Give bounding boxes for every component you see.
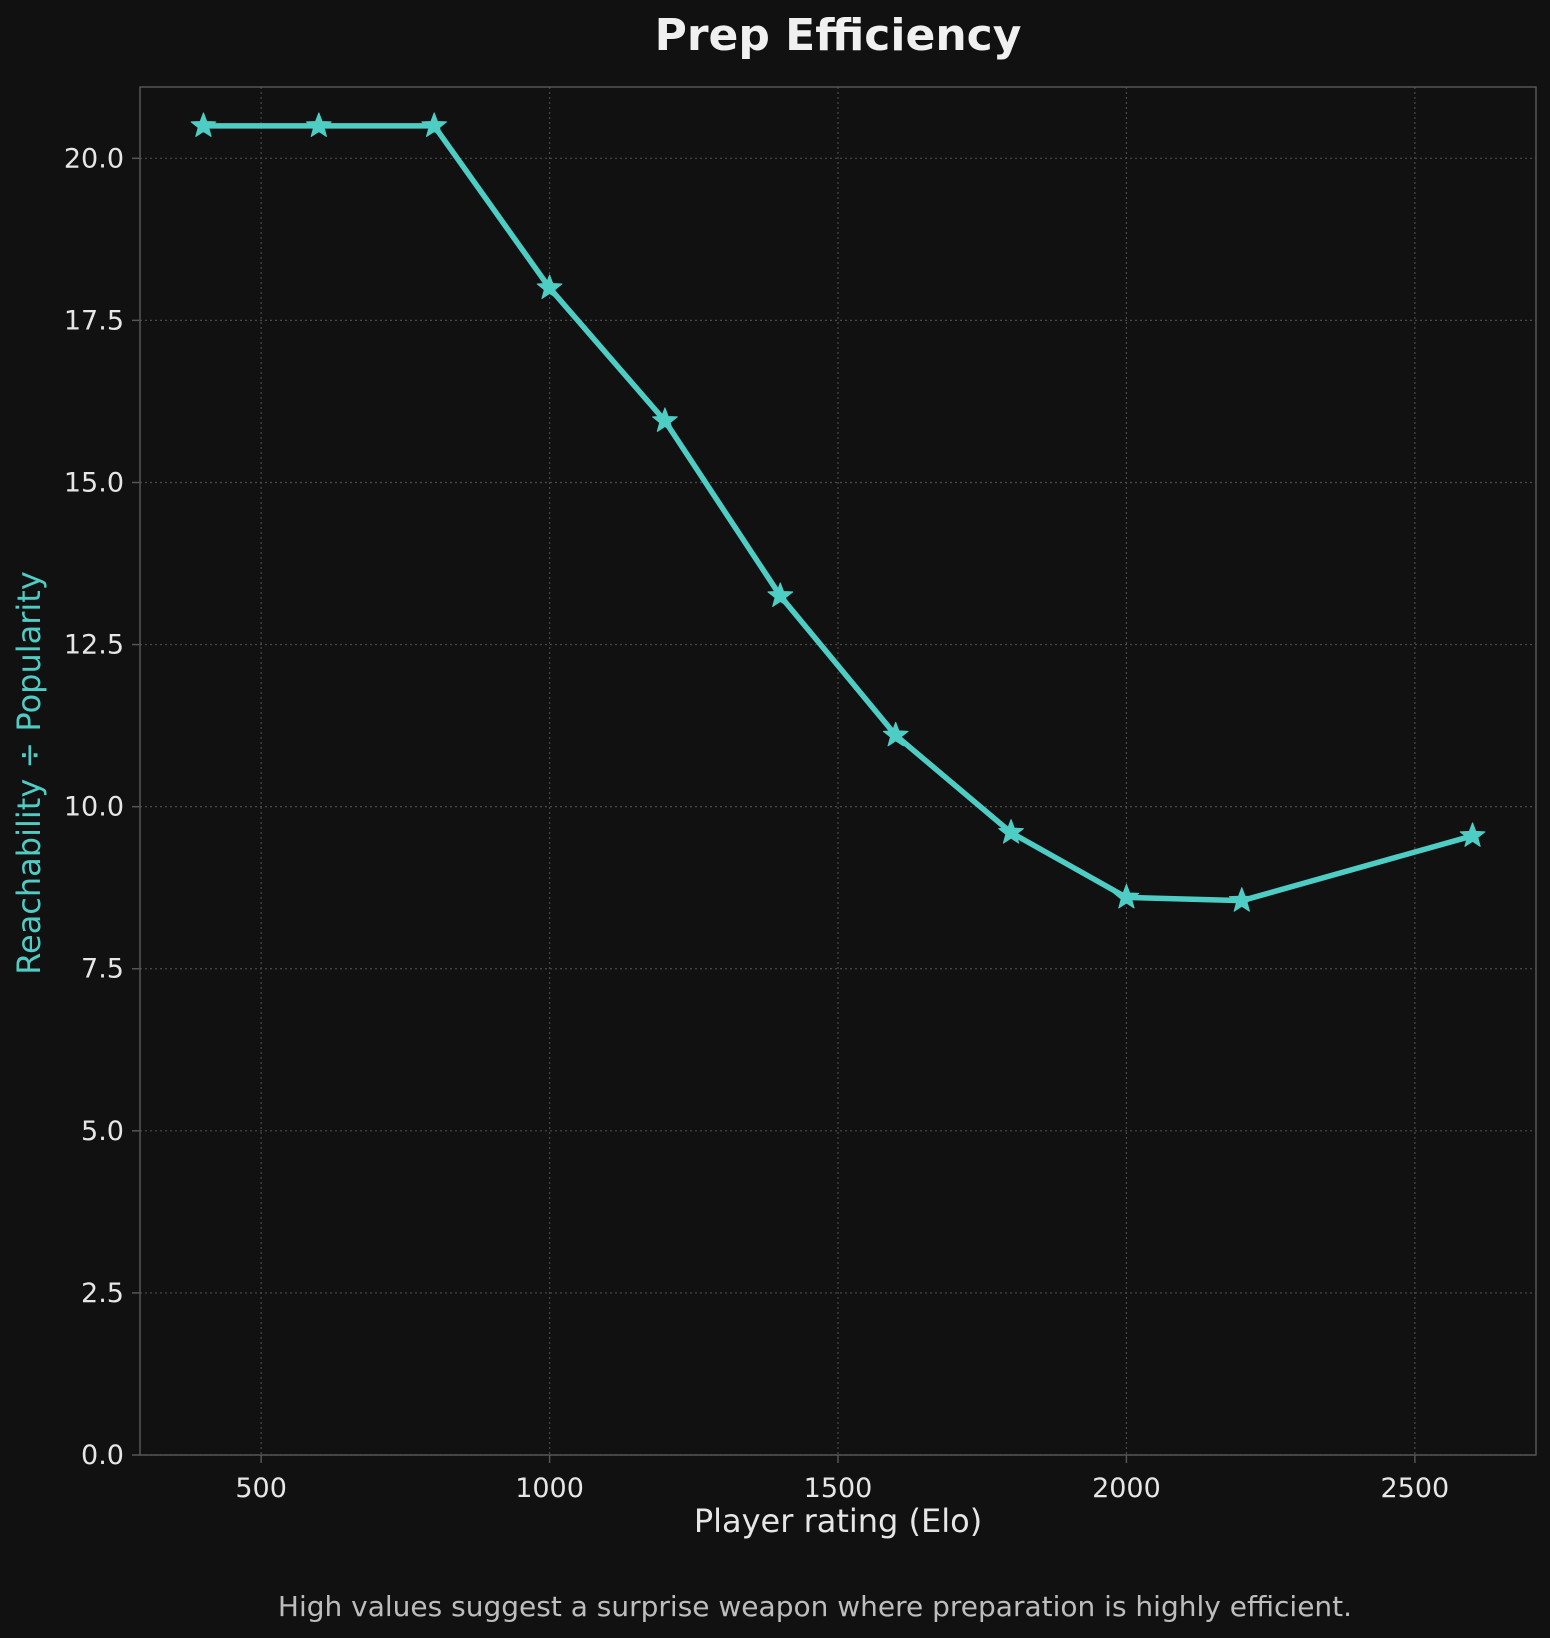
data-point-marker [536,274,563,299]
data-point-marker [421,112,448,137]
x-tick-label: 2500 [1381,1473,1450,1504]
x-tick-label: 1000 [515,1473,584,1504]
data-point-marker [1113,883,1140,909]
y-tick-label: 10.0 [64,792,124,823]
x-axis-label: Player rating (Elo) [694,1502,982,1540]
data-point-marker [305,112,332,137]
x-tick-label: 500 [235,1473,287,1504]
grid-lines [140,87,1536,1456]
y-tick-label: 17.5 [64,305,124,336]
y-axis-label: Reachability ÷ Popularity [10,571,48,975]
y-tick-label: 12.5 [64,630,124,661]
series-layer [190,112,1486,912]
x-tick-label: 2000 [1092,1473,1161,1504]
axis-ticks: 500 1000 1500 2000 2500 0.0 2.5 5.0 7.5 10.0 12.5 1… [64,143,1449,1504]
y-tick-label: 2.5 [81,1278,124,1309]
y-tick-label: 20.0 [64,143,124,174]
y-tick-label: 15.0 [64,467,124,498]
data-point-marker [767,582,794,607]
data-point-marker [652,407,678,432]
data-point-marker [1459,822,1486,847]
y-tick-label: 7.5 [81,954,124,985]
y-tick-label: 0.0 [81,1440,124,1471]
y-tick-label: 5.0 [81,1116,124,1147]
data-point-marker [998,819,1024,844]
chart-title: Prep Efficiency [655,10,1022,61]
data-point-marker [1228,887,1255,912]
chart-caption: High values suggest a surprise weapon wh… [278,1590,1352,1623]
x-tick-label: 1500 [804,1473,873,1504]
data-point-marker [882,721,909,747]
data-point-marker [190,112,217,137]
